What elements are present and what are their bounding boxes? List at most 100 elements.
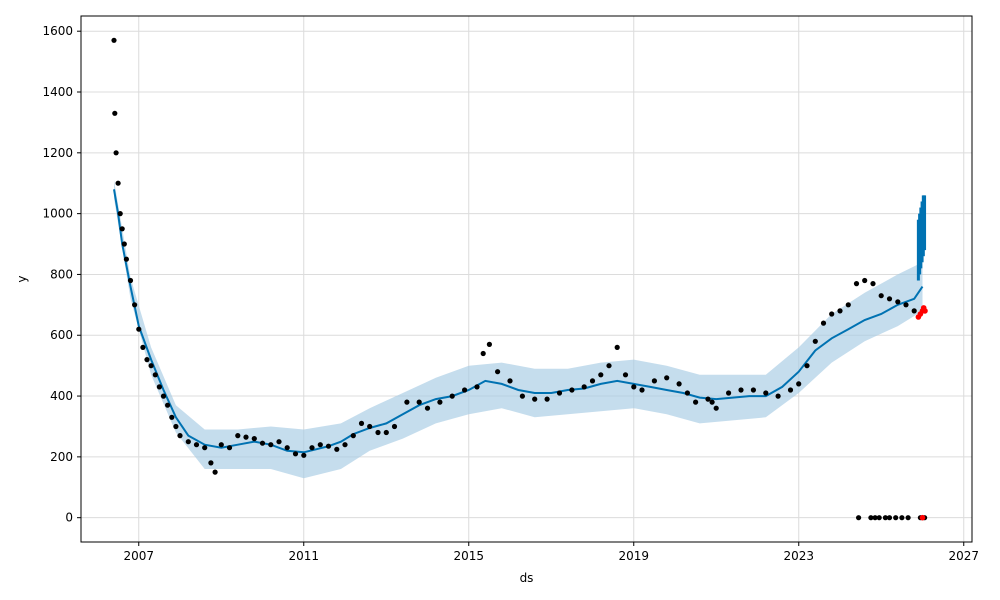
observed-point [495, 369, 501, 375]
observed-point [115, 180, 121, 186]
observed-point [156, 384, 162, 390]
forecast-line [113, 189, 924, 454]
observed-point [829, 311, 835, 317]
observed-point [899, 515, 905, 521]
observed-point [325, 443, 332, 449]
observed-point [878, 293, 884, 299]
observed-point [212, 469, 218, 475]
y-axis-label: y [15, 275, 29, 282]
observed-point [132, 302, 138, 308]
observed-point [148, 363, 154, 369]
observed-point [480, 350, 486, 357]
observed-point [334, 446, 340, 452]
observed-point [111, 37, 117, 43]
observed-point [726, 390, 732, 396]
observed-point [160, 393, 167, 399]
observed-point [268, 442, 274, 448]
observed-point [113, 150, 119, 156]
y-tick-label: 400 [50, 389, 73, 403]
recent-points [915, 305, 928, 521]
observed-point [569, 387, 575, 393]
y-tick-label: 1600 [42, 24, 73, 38]
observed-point [119, 226, 125, 232]
observed-point [804, 363, 810, 369]
observed-points [111, 37, 928, 521]
uncertainty-band-area [114, 180, 923, 479]
observed-point [259, 440, 266, 446]
observed-point [140, 344, 146, 350]
observed-point [853, 281, 860, 287]
observed-point [350, 433, 356, 439]
observed-point [614, 344, 620, 350]
y-tick-label: 0 [65, 511, 73, 525]
observed-point [474, 384, 480, 390]
observed-point [136, 326, 142, 332]
observed-point [391, 423, 398, 430]
observed-point [903, 302, 909, 308]
y-tick-label: 1000 [42, 207, 73, 221]
observed-point [676, 381, 682, 387]
recent-point [919, 514, 926, 521]
observed-point [911, 308, 917, 314]
observed-point [684, 390, 691, 396]
x-tick-label: 2007 [123, 549, 154, 563]
observed-point [358, 420, 365, 426]
forecast-series [113, 189, 924, 454]
observed-point [416, 399, 422, 405]
observed-point [301, 452, 307, 458]
observed-point [631, 384, 637, 390]
observed-point [893, 515, 899, 521]
observed-point [375, 429, 381, 436]
observed-point [507, 378, 513, 384]
x-tick-label: 2015 [453, 549, 484, 563]
observed-point [763, 390, 769, 396]
x-tick-label: 2027 [948, 549, 979, 563]
observed-point [367, 423, 373, 430]
observed-point [598, 372, 604, 378]
y-axis-ticks: 0 200 400 600 800 1000 1200 1400 1600 [42, 24, 81, 525]
observed-point [787, 387, 794, 393]
observed-point [208, 460, 214, 466]
observed-point [905, 515, 911, 521]
observed-point [121, 241, 127, 247]
observed-point [532, 396, 538, 402]
observed-point [581, 384, 587, 390]
observed-point [218, 442, 224, 448]
observed-point [713, 405, 719, 411]
observed-point [177, 433, 183, 439]
observed-point [796, 381, 802, 387]
observed-point [868, 515, 874, 521]
observed-point [882, 515, 889, 521]
observed-point [606, 363, 612, 369]
x-tick-label: 2019 [618, 549, 649, 563]
x-axis-ticks: 2007 2011 2015 2019 2023 2027 [123, 542, 979, 563]
observed-point [895, 299, 901, 305]
x-tick-label: 2023 [783, 549, 814, 563]
observed-point [226, 445, 233, 451]
observed-point [243, 434, 249, 440]
recent-point [922, 308, 928, 314]
observed-point [837, 308, 843, 314]
observed-point [251, 436, 257, 442]
observed-point [775, 393, 781, 399]
plot-frame [80, 15, 973, 543]
observed-point [886, 296, 893, 302]
observed-point [144, 357, 150, 363]
observed-point [862, 277, 868, 284]
observed-point [292, 451, 299, 457]
forecast-tail [916, 195, 927, 281]
observed-point [845, 302, 851, 308]
y-tick-label: 600 [50, 328, 73, 342]
observed-point [342, 442, 348, 448]
observed-point [202, 445, 208, 451]
y-tick-label: 200 [50, 450, 73, 464]
observed-point [589, 378, 596, 384]
uncertainty-band [114, 180, 923, 479]
observed-point [462, 387, 468, 393]
observed-point [651, 378, 658, 384]
observed-point [556, 390, 563, 396]
y-tick-label: 1200 [42, 146, 73, 160]
observed-point [664, 375, 670, 381]
observed-point [709, 399, 715, 405]
